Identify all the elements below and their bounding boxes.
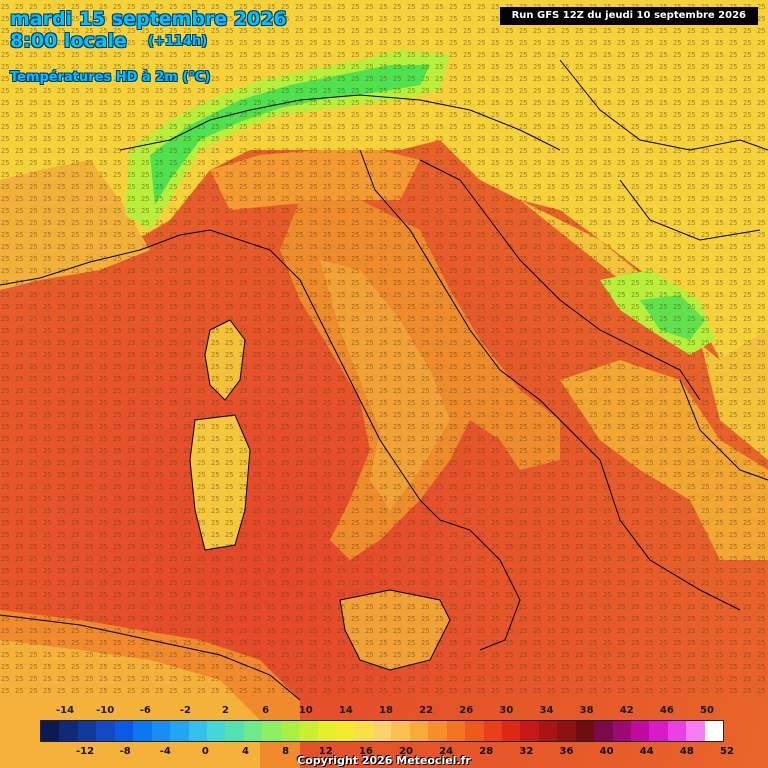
legend-top-label: 46	[659, 705, 674, 716]
legend-swatch	[575, 721, 595, 741]
legend-swatch	[649, 721, 668, 741]
legend-bottom-label: 36	[559, 746, 574, 757]
legend-swatch	[372, 721, 392, 741]
legend-swatch	[501, 721, 521, 741]
legend-swatch	[114, 721, 134, 741]
legend-swatch	[133, 721, 152, 741]
legend-top-label: -6	[139, 705, 151, 716]
legend-top-label: -14	[55, 705, 75, 716]
forecast-time: 8:00 locale	[10, 30, 127, 52]
legend-swatch	[354, 721, 373, 741]
legend-swatch	[59, 721, 78, 741]
legend-bottom-label: 4	[242, 746, 249, 757]
run-info-badge: Run GFS 12Z du jeudi 10 septembre 2026	[499, 7, 758, 25]
legend-top-label: 42	[619, 705, 634, 716]
legend-swatch	[686, 721, 705, 741]
legend-top-label: 18	[379, 705, 393, 716]
legend-swatch	[243, 721, 263, 741]
legend-swatch	[704, 721, 724, 741]
legend-swatch	[557, 721, 576, 741]
legend-swatch	[428, 721, 447, 741]
legend-bottom-label: -8	[119, 746, 131, 757]
legend-swatch	[409, 721, 429, 741]
legend-bottom-label: 8	[282, 746, 290, 757]
forecast-step: (+114h)	[148, 34, 208, 49]
legend-bottom-label: 16	[358, 746, 373, 757]
legend-bottom-label: 48	[679, 746, 694, 757]
legend-swatch	[188, 721, 207, 741]
legend-swatch	[667, 721, 687, 741]
legend-bottom-label: -12	[75, 746, 95, 757]
legend-bottom-label: 32	[519, 746, 534, 757]
legend-top-label: 10	[298, 705, 313, 716]
legend-bottom-label: -4	[159, 746, 171, 757]
legend-swatch	[206, 721, 226, 741]
color-scale-legend	[40, 720, 724, 742]
legend-bottom-label: 28	[479, 746, 494, 757]
legend-bottom-label: 0	[201, 746, 209, 757]
legend-bottom-label: 20	[399, 746, 413, 757]
legend-swatch	[317, 721, 336, 741]
legend-top-label: 2	[222, 705, 229, 716]
legend-bottom-label: 52	[720, 746, 734, 757]
legend-swatch	[594, 721, 613, 741]
legend-top-label: -2	[179, 705, 191, 716]
legend-top-label: 50	[700, 705, 714, 716]
legend-top-label: 30	[499, 705, 514, 716]
legend-swatch	[538, 721, 558, 741]
legend-swatch	[465, 721, 484, 741]
legend-swatch	[612, 721, 631, 741]
legend-swatch	[262, 721, 281, 741]
legend-swatch	[96, 721, 115, 741]
legend-top-label: 38	[579, 705, 594, 716]
legend-top-label: 34	[539, 705, 554, 716]
legend-top-label: -10	[96, 705, 115, 716]
legend-top-label: 14	[338, 705, 353, 716]
legend-swatch	[77, 721, 97, 741]
legend-swatch	[225, 721, 244, 741]
legend-swatch	[280, 721, 300, 741]
legend-swatch	[446, 721, 466, 741]
legend-swatch	[151, 721, 171, 741]
legend-swatch	[631, 721, 650, 741]
legend-swatch	[170, 721, 189, 741]
legend-top-label: 6	[262, 705, 270, 716]
legend-top-label: 22	[419, 705, 434, 716]
legend-bottom-label: 24	[439, 746, 454, 757]
legend-swatch	[336, 721, 355, 741]
legend-swatch	[391, 721, 410, 741]
legend-top-label: 26	[459, 705, 474, 716]
legend-swatch	[520, 721, 539, 741]
legend-bottom-label: 44	[639, 746, 654, 757]
legend-bottom-label: 12	[318, 746, 333, 757]
variable-title: Températures HD à 2m (°C)	[10, 70, 211, 85]
legend-bottom-label: 40	[599, 746, 614, 757]
copyright-text: Copyright 2026 Meteociel.fr	[297, 754, 471, 767]
forecast-date: mardi 15 septembre 2026	[10, 8, 287, 30]
legend-swatch	[41, 721, 60, 741]
legend-swatch	[299, 721, 318, 741]
legend-swatch	[483, 721, 502, 741]
